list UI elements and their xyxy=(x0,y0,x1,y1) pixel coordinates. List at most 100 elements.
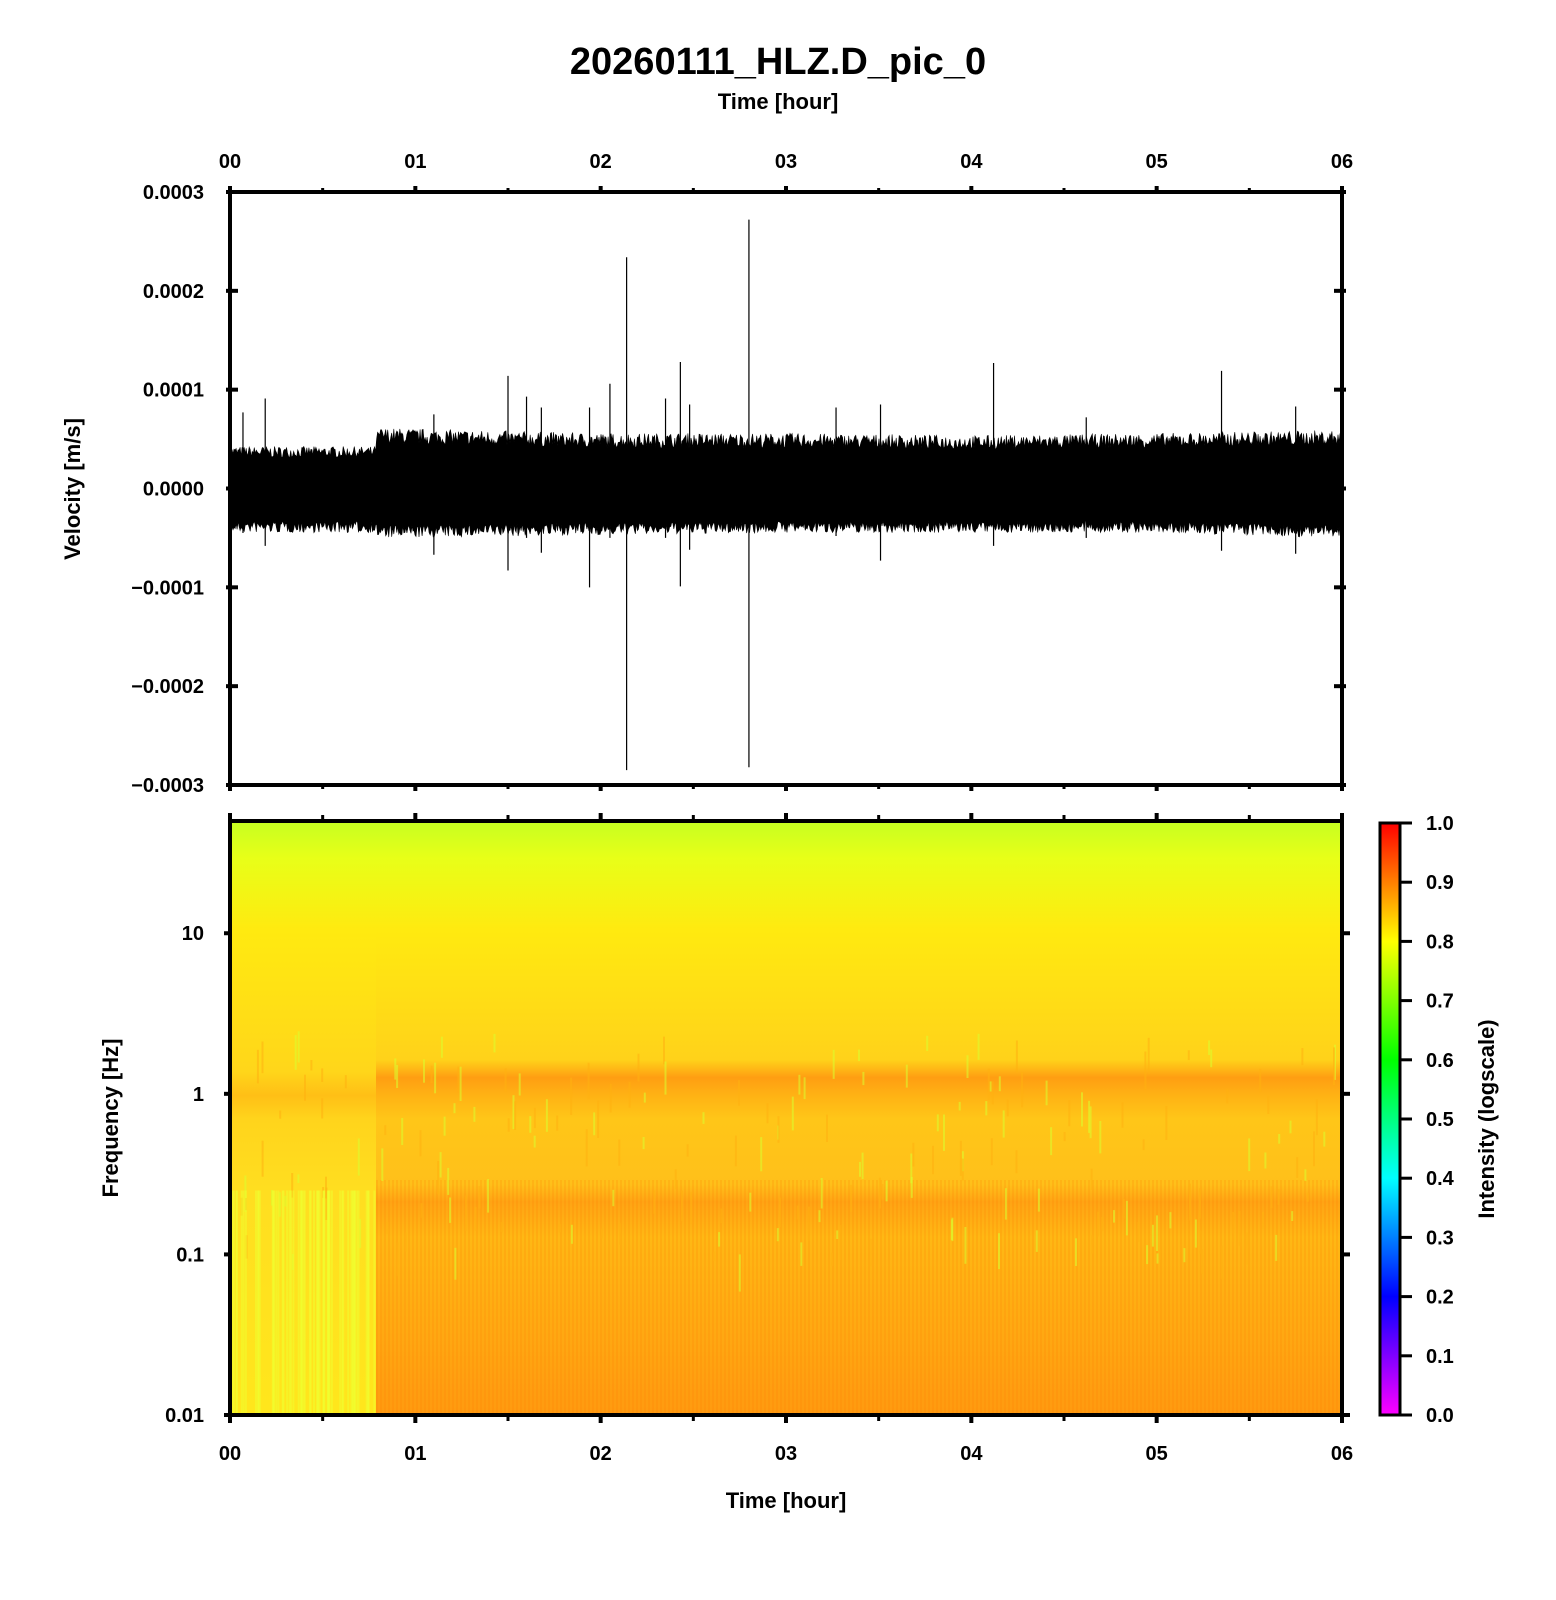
spectrogram-speckle xyxy=(1158,1249,1161,1260)
top-x-tick-label: 03 xyxy=(775,151,797,173)
spectrogram-speckle xyxy=(1063,1132,1066,1142)
spectrogram-texture xyxy=(230,1031,1336,1415)
spectrogram-speckle xyxy=(1194,1219,1197,1248)
spectrogram-speckle xyxy=(760,1137,763,1172)
spectrogram-speckle xyxy=(297,1174,300,1183)
spectrogram-speckle xyxy=(278,1192,281,1217)
spectrogram-ticks: 00 01 02 03 04 05 06 0.01 0.1 1 10 xyxy=(165,813,1353,1465)
spectrogram-speckle xyxy=(1296,1157,1299,1178)
spectrogram-speckle xyxy=(1091,1234,1094,1254)
spectrogram-speckle xyxy=(321,1098,324,1119)
spectrogram-speckle xyxy=(478,1186,481,1209)
spectrogram-early-streak xyxy=(356,1190,359,1415)
spectrogram-speckle xyxy=(674,1169,677,1190)
spectrogram-early-streak xyxy=(302,1190,305,1415)
spectrogram-speckle xyxy=(464,1195,467,1231)
spectrogram-speckle xyxy=(612,1189,615,1207)
spectrogram-speckle xyxy=(619,1223,621,1245)
spectrogram-speckle xyxy=(430,1065,433,1084)
spectrogram-speckle xyxy=(533,1135,536,1148)
spectrogram-early-streak xyxy=(322,1190,325,1415)
spectrogram-speckle xyxy=(453,1103,456,1114)
spectrogram-speckle xyxy=(440,1036,443,1058)
bottom-x-tick-label: 01 xyxy=(404,1443,426,1465)
top-x-tick-label: 01 xyxy=(404,151,426,173)
spectrogram-early-streak xyxy=(297,1190,300,1415)
colorbar: 0.0 0.1 0.2 0.3 0.4 0.5 0.6 0.7 0.8 0.9 1.0 Intens… xyxy=(1378,813,1499,1427)
spectrogram-speckle xyxy=(1301,1048,1304,1066)
spectrogram-speckle xyxy=(738,1254,741,1292)
spectrogram-speckle xyxy=(261,1041,264,1074)
spectrogram-speckle xyxy=(1006,1099,1009,1117)
spectrogram-speckle xyxy=(1220,1245,1223,1279)
spectrogram-speckle xyxy=(570,1077,573,1115)
spectrogram-speckle xyxy=(518,1073,521,1096)
spectrogram-early-streak xyxy=(257,1190,260,1415)
spectrogram-early-streak xyxy=(367,1190,370,1415)
spectrogram-speckle xyxy=(1313,1131,1315,1167)
spectrogram-speckle xyxy=(357,1138,360,1176)
spectrogram-speckle xyxy=(512,1095,515,1130)
spectrogram-early-streak xyxy=(318,1190,321,1415)
spectrogram-early-streak xyxy=(286,1190,289,1415)
waveform-y-tick-label: −0.0001 xyxy=(131,577,204,599)
spectrogram-speckle xyxy=(1306,1192,1309,1202)
spectrogram-speckle xyxy=(558,1223,561,1233)
spectrogram-speckle xyxy=(681,1190,683,1222)
spectrogram-speckle xyxy=(457,1066,460,1093)
spectrogram-speckle xyxy=(881,1184,884,1200)
spectrogram-speckle xyxy=(803,1077,806,1100)
waveform-plot: 00 01 02 03 04 05 06 −0.0003 −0.0002 −0.0001 0.000… xyxy=(60,151,1353,797)
spectrogram-speckle xyxy=(404,1232,407,1252)
spectrogram-speckle xyxy=(1189,1183,1191,1221)
spectrogram-speckle xyxy=(1146,1245,1149,1265)
spectrogram-speckle xyxy=(910,1177,913,1198)
colorbar-tick-label: 0.0 xyxy=(1426,1405,1454,1427)
spectrogram-speckle xyxy=(473,1106,476,1122)
spectrogram-speckle xyxy=(1137,1222,1140,1242)
spectrogram-speckle xyxy=(1156,1215,1158,1251)
spectrogram-speckle xyxy=(820,1178,823,1209)
spectrogram-speckle xyxy=(434,1062,437,1094)
spectrogram-speckle xyxy=(325,1187,328,1220)
spectrogram-speckle xyxy=(447,1167,450,1195)
spectrogram-speckle xyxy=(1169,1212,1172,1229)
waveform-data xyxy=(229,219,1343,771)
top-x-tick-label: 05 xyxy=(1146,151,1168,173)
spectrogram-speckle xyxy=(987,1068,990,1101)
spectrogram-speckle xyxy=(533,1107,536,1129)
spectrogram-speckle xyxy=(597,1100,600,1138)
spectrogram-speckle xyxy=(1291,1211,1294,1221)
waveform-y-tick-label: −0.0003 xyxy=(131,775,204,797)
colorbar-gradient xyxy=(1378,821,1402,1417)
spectrogram-speckle xyxy=(493,1033,496,1053)
spectrogram-speckle xyxy=(1101,1217,1104,1231)
top-x-tick-label: 02 xyxy=(590,151,612,173)
spectrogram-early-streak xyxy=(244,1190,247,1415)
spectrogram-speckle xyxy=(609,1083,612,1113)
spectrogram-speckle xyxy=(1248,1138,1251,1172)
spectrogram-speckle xyxy=(504,1068,507,1092)
colorbar-tick-label: 0.2 xyxy=(1426,1287,1454,1309)
spectrogram-speckle xyxy=(1199,1230,1202,1254)
spectrogram-speckle xyxy=(1165,1106,1168,1140)
spectrogram-speckle xyxy=(294,1035,297,1070)
spectrogram-speckle xyxy=(1099,1121,1102,1154)
colorbar-tick-label: 0.1 xyxy=(1426,1346,1454,1368)
spectrogram-speckle xyxy=(713,1251,716,1261)
spectrogram-speckle xyxy=(381,1148,384,1181)
colorbar-tick-label: 0.5 xyxy=(1426,1109,1454,1131)
colorbar-tick-label: 0.6 xyxy=(1426,1050,1454,1072)
spectrogram-speckle xyxy=(310,1060,313,1071)
spectrogram-speckle xyxy=(593,1112,596,1136)
spectrogram-speckle xyxy=(1315,1099,1318,1136)
spectrogram-speckle xyxy=(1147,1037,1150,1074)
spectrogram-speckle xyxy=(556,1115,559,1131)
spectrogram-speckle xyxy=(545,1099,548,1132)
bottom-x-tick-label: 04 xyxy=(960,1443,983,1465)
spectrogram-speckle xyxy=(396,1065,399,1088)
spectrogram-early-streak xyxy=(365,1190,368,1415)
spectrogram-speckle xyxy=(690,1192,693,1224)
colorbar-ticks: 0.0 0.1 0.2 0.3 0.4 0.5 0.6 0.7 0.8 0.9 1.0 xyxy=(1400,813,1455,1427)
spectrogram-speckle xyxy=(1232,1212,1235,1242)
